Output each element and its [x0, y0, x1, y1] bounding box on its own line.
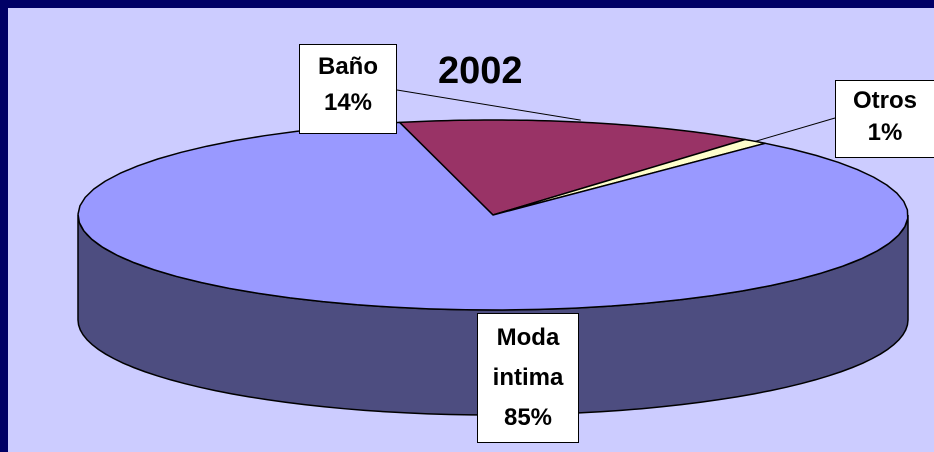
chart-title: 2002: [438, 50, 523, 92]
pie-slice: [492, 138, 767, 216]
pie-slice: [77, 121, 909, 311]
label-category: Moda intima: [492, 324, 564, 391]
label-value: 14%: [323, 89, 373, 116]
label-value: 1%: [867, 119, 903, 146]
label-value: 85%: [503, 404, 553, 431]
label-category: Otros: [852, 87, 917, 114]
label-category: Baño: [318, 53, 378, 80]
data-label: Baño 14%: [299, 44, 397, 134]
data-label: Moda intima 85%: [477, 313, 579, 443]
leader-line: [396, 89, 581, 121]
leader-line: [755, 117, 836, 142]
pie-slice: [398, 119, 746, 216]
data-label: Otros 1%: [835, 80, 934, 158]
